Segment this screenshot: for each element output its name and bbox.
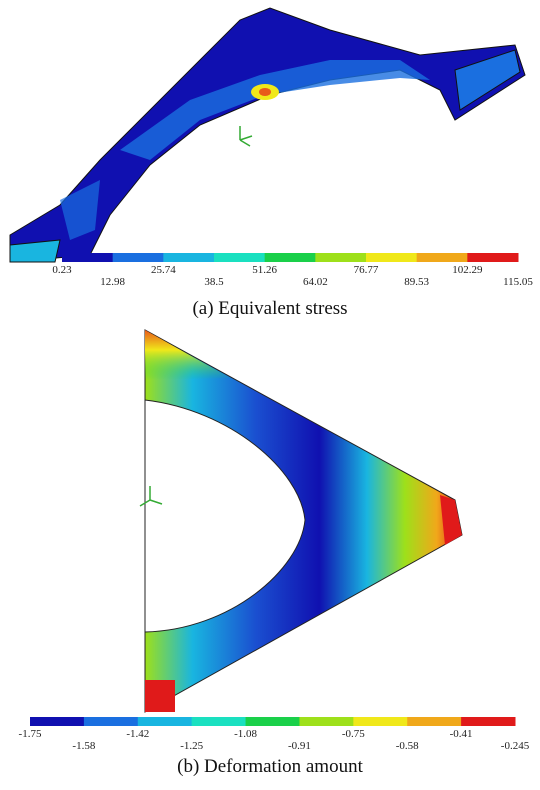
legend-label: 64.02 [303, 276, 328, 288]
colorbar-segment [214, 253, 265, 262]
legend-label: 38.5 [204, 276, 224, 288]
legend-label: -1.58 [72, 740, 95, 752]
colorbar-segment [62, 253, 113, 262]
caption: (a) Equivalent stress [192, 298, 347, 319]
legend-label: 76.77 [354, 264, 379, 276]
legend-label: 25.74 [151, 264, 176, 276]
legend-label: -0.91 [288, 740, 311, 752]
colorbar-segment [246, 717, 300, 726]
legend-label: -0.75 [342, 728, 365, 740]
colorbar-segment [467, 253, 518, 262]
colorbar-segment [417, 253, 468, 262]
legend-label: -0.41 [450, 728, 473, 740]
caption: (b) Deformation amount [177, 756, 363, 777]
colorbar-segment [30, 717, 84, 726]
colorbar-segment [315, 253, 366, 262]
legend-label: -1.25 [180, 740, 203, 752]
colorbar-segment [138, 717, 192, 726]
figure: 0.23 12.98 25.74 38.5 51.26 64.02 76.77 89.53 10… [0, 0, 540, 790]
colorbar-segment [366, 253, 417, 262]
legend-label: -1.08 [234, 728, 257, 740]
colorbar-segment [407, 717, 461, 726]
legend-label: 51.26 [252, 264, 277, 276]
legend-label: -0.245 [501, 740, 530, 752]
legend-label: 115.05 [503, 276, 533, 288]
colorbar-segment [163, 253, 214, 262]
deformation-model [140, 330, 462, 712]
legend-label: -0.58 [396, 740, 419, 752]
stress-model [10, 8, 525, 262]
legend-label: 0.23 [52, 264, 72, 276]
colorbar-segment [265, 253, 316, 262]
colorbar-segment [461, 717, 515, 726]
legend-label: 12.98 [100, 276, 125, 288]
legend-label: 102.29 [452, 264, 483, 276]
legend-label: 89.53 [404, 276, 429, 288]
legend-label: -1.42 [126, 728, 149, 740]
colorbar-segment [192, 717, 246, 726]
colorbar-segment [113, 253, 164, 262]
legend-label: -1.75 [19, 728, 42, 740]
colorbar-segment [353, 717, 407, 726]
colorbar-segment [299, 717, 353, 726]
colorbar-segment [84, 717, 138, 726]
